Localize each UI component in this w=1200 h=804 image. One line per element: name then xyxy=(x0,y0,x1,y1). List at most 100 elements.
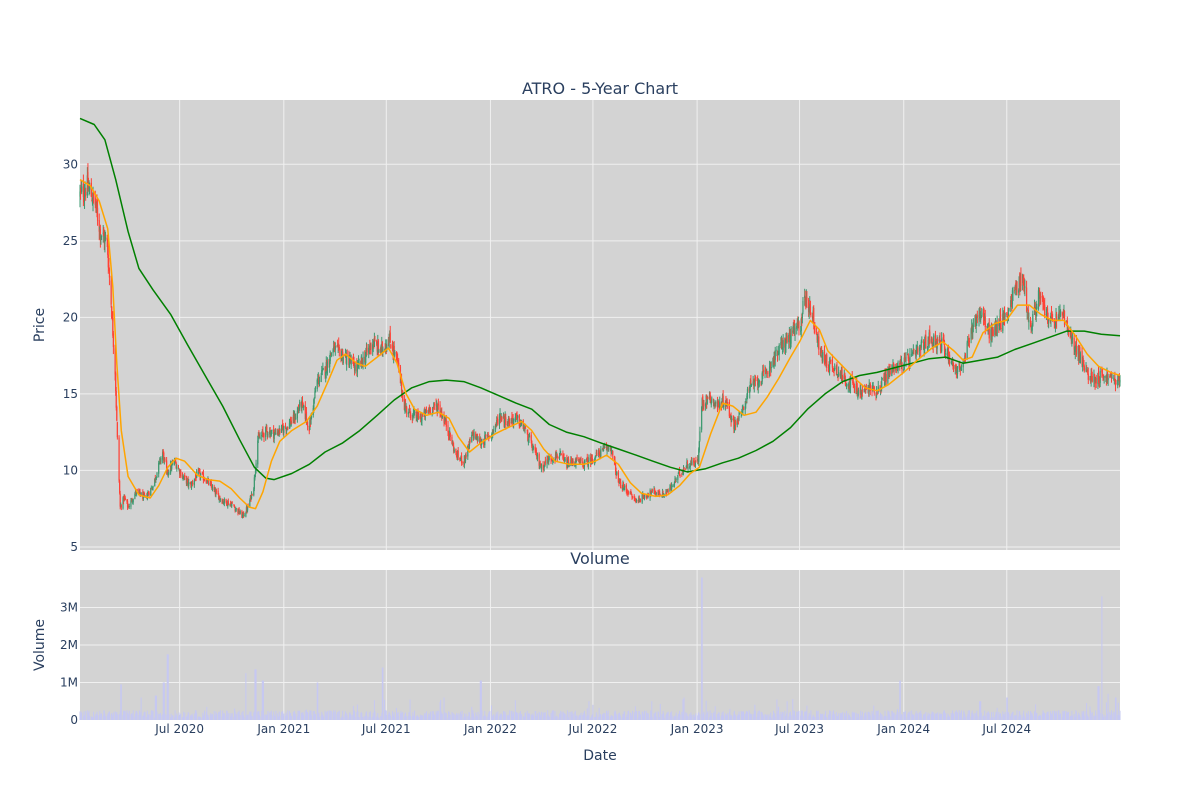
volume-bar xyxy=(893,712,895,720)
volume-bar xyxy=(441,714,443,720)
candle-body xyxy=(606,446,608,452)
volume-bar xyxy=(501,714,503,720)
volume-bar xyxy=(1067,712,1069,720)
volume-bar xyxy=(554,711,556,720)
volume-bar xyxy=(242,711,244,720)
volume-bar xyxy=(91,717,93,720)
volume-bar xyxy=(548,716,550,720)
volume-bar xyxy=(344,714,346,720)
volume-bar xyxy=(741,712,743,720)
candle-body xyxy=(665,491,667,497)
candle-body xyxy=(734,421,737,426)
volume-bar xyxy=(653,713,655,720)
volume-bar xyxy=(800,715,802,720)
volume-bar xyxy=(326,711,328,720)
candle-body xyxy=(322,367,324,369)
candle-body xyxy=(679,474,681,476)
candle-body xyxy=(1063,311,1066,325)
candle-body xyxy=(354,365,356,371)
volume-bar xyxy=(420,715,422,720)
candle-body xyxy=(295,417,297,420)
volume-bar xyxy=(646,712,648,720)
volume-bar xyxy=(471,712,473,720)
volume-bar xyxy=(649,717,651,720)
volume-bar xyxy=(675,712,677,720)
candle-body xyxy=(329,361,331,368)
volume-bar xyxy=(291,716,293,720)
volume-bar xyxy=(550,713,552,720)
volume-bar xyxy=(266,716,268,720)
volume-bar xyxy=(365,711,367,720)
volume-bar xyxy=(667,712,669,720)
volume-bar xyxy=(734,715,736,720)
volume-bar xyxy=(197,716,199,720)
candle-body xyxy=(761,381,763,384)
volume-bar xyxy=(1085,711,1087,720)
candle-body xyxy=(504,419,506,424)
volume-bar xyxy=(1090,713,1092,720)
volume-bar xyxy=(385,710,387,720)
volume-bar xyxy=(721,712,723,720)
candle-body xyxy=(299,401,301,409)
volume-bar xyxy=(710,715,712,720)
volume-bar xyxy=(239,715,241,720)
volume-bar xyxy=(1075,711,1077,720)
candle-body xyxy=(297,410,299,413)
volume-bar xyxy=(776,714,778,720)
volume-bar xyxy=(666,713,668,720)
volume-bar xyxy=(686,713,688,720)
volume-bar xyxy=(361,713,363,720)
volume-bar xyxy=(1006,697,1008,720)
volume-bar xyxy=(723,715,725,720)
candle-body xyxy=(934,334,937,346)
volume-bar xyxy=(726,715,728,720)
candle-body xyxy=(562,454,564,459)
volume-bar xyxy=(238,713,240,720)
volume-bar xyxy=(850,717,852,720)
volume-bar xyxy=(321,711,323,720)
volume-bar xyxy=(582,714,584,720)
volume-bar xyxy=(769,716,771,720)
volume-bar xyxy=(99,713,101,720)
volume-bar xyxy=(310,710,312,720)
candle-body xyxy=(92,190,95,198)
volume-bar xyxy=(419,714,421,720)
volume-bar xyxy=(1109,711,1111,720)
volume-bar xyxy=(313,711,315,720)
volume-bar xyxy=(302,712,304,720)
volume-bar xyxy=(979,701,981,720)
candle-body xyxy=(140,493,142,497)
volume-bar xyxy=(160,715,162,720)
candle-body xyxy=(604,447,606,449)
volume-bar xyxy=(1039,714,1041,720)
volume-bar xyxy=(247,714,249,720)
volume-bar xyxy=(904,710,906,720)
volume-bar xyxy=(190,714,192,720)
candle-body xyxy=(494,424,497,430)
volume-bar xyxy=(1117,702,1119,720)
volume-bar xyxy=(749,712,751,720)
candle-body xyxy=(582,461,584,464)
candle-body xyxy=(519,423,522,426)
volume-bar xyxy=(983,717,985,720)
volume-bar xyxy=(826,717,828,720)
candle-body xyxy=(435,403,437,406)
volume-bar xyxy=(586,708,588,720)
volume-bar xyxy=(523,716,525,720)
candle-body xyxy=(513,418,515,425)
volume-bar xyxy=(615,711,617,720)
candle-body xyxy=(661,496,663,498)
candle-body xyxy=(984,316,986,327)
candle-body xyxy=(948,354,951,361)
candle-body xyxy=(433,404,436,406)
candle-body xyxy=(447,432,450,437)
volume-bar xyxy=(396,713,398,720)
volume-bar xyxy=(500,715,502,720)
candle-body xyxy=(711,398,713,401)
volume-bar xyxy=(956,716,958,720)
candle-body xyxy=(714,403,716,405)
volume-bar xyxy=(429,711,431,720)
candle-body xyxy=(156,472,158,478)
volume-bar xyxy=(1057,710,1059,720)
